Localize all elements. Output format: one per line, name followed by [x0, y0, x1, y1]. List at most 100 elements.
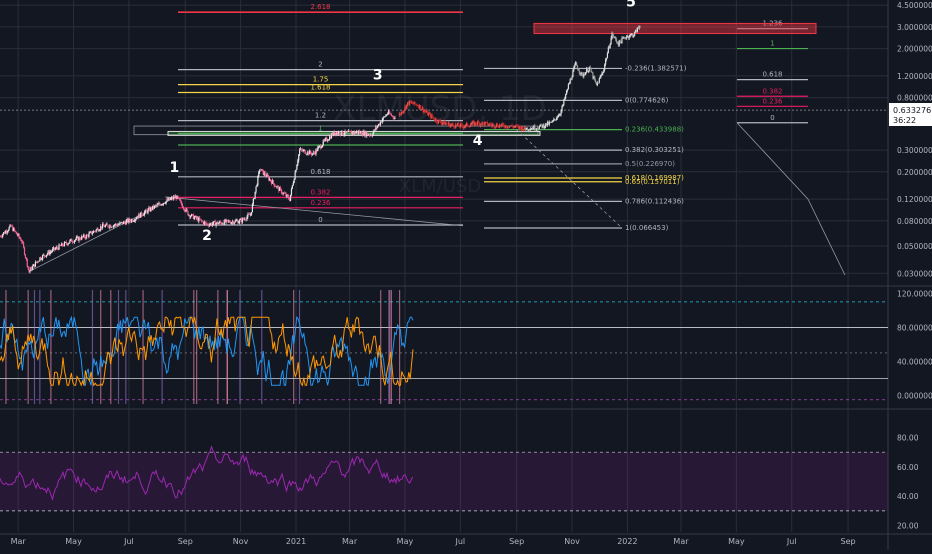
hist-candle-body-187	[169, 197, 171, 200]
hist-candle-body-72	[64, 242, 66, 243]
fib-right-label-1: 1	[770, 40, 774, 48]
proj-gray-candle-body-48	[567, 84, 569, 90]
hist-candle-body-346	[313, 152, 315, 154]
proj-gray-candle-body-84	[600, 75, 602, 77]
proj-candle-body-62	[455, 124, 457, 128]
hist-candle-body-270	[244, 218, 246, 220]
hist-candle-body-20	[17, 233, 19, 236]
hist-candle-body-9	[7, 230, 9, 232]
proj-candle-body-27	[423, 110, 425, 112]
hist-candle-body-268	[242, 218, 244, 220]
proj-gray-candle-body-112	[625, 36, 628, 39]
fib-mid-label-0: -0.236(1.382571)	[625, 64, 687, 72]
hist-candle-body-314	[284, 193, 286, 195]
hist-candle-body-212	[191, 214, 194, 215]
hist-candle-body-409	[370, 134, 372, 137]
proj-gray-candle-body-40	[560, 111, 562, 115]
proj-gray-candle-body-83	[599, 76, 601, 79]
hist-candle-body-93	[83, 234, 86, 238]
hist-candle-body-15	[13, 228, 15, 231]
proj-gray-candle-body-11	[534, 125, 536, 130]
price-series	[0, 25, 641, 274]
hist-candle-body-101	[91, 231, 93, 235]
hist-candle-body-336	[304, 150, 306, 154]
hist-candle-body-283	[256, 185, 258, 187]
hist-candle-body-18	[15, 231, 17, 234]
hist-candle-body-392	[355, 132, 357, 134]
hist-candle-body-402	[364, 131, 366, 136]
proj-gray-candle-body-3	[526, 127, 529, 130]
proj-gray-candle-body-19	[541, 125, 543, 128]
fib-right-label-3: 0.382	[762, 87, 782, 95]
proj-gray-candle-body-49	[568, 83, 570, 85]
proj-candle-body-79	[470, 124, 472, 126]
proj-gray-candle-body-13	[536, 128, 538, 130]
hist-candle-body-25	[22, 241, 24, 243]
proj-candle-body-125	[512, 126, 514, 128]
hist-candle-body-83	[74, 239, 76, 241]
price-tag: 0.633276 36:22	[889, 103, 932, 126]
fib-left-label-1: 2	[318, 61, 322, 69]
proj-candle-body-56	[449, 125, 451, 127]
hist-candle-body-48	[42, 254, 45, 256]
proj-candle-body-53	[447, 123, 449, 125]
hist-candle-body-183	[165, 200, 167, 204]
fib-mid-label-7: 0.786(0.112436)	[625, 197, 684, 205]
proj-gray-candle-body-122	[634, 29, 637, 32]
proj-candle-body-15	[412, 103, 414, 105]
hist-candle-body-308	[279, 187, 281, 191]
hist-candle-body-264	[239, 219, 241, 223]
proj-gray-candle-body-10	[533, 125, 535, 130]
hist-candle-body-104	[93, 231, 96, 232]
hist-candle-body-396	[358, 131, 361, 134]
trendline-dashed	[516, 129, 623, 229]
hist-candle-body-413	[374, 129, 376, 131]
hist-candle-body-319	[289, 198, 291, 201]
hist-candle-body-184	[166, 199, 168, 201]
hist-candle-body-339	[307, 151, 309, 154]
proj-candle-body-90	[480, 123, 482, 125]
proj-gray-candle-body-2	[526, 127, 528, 130]
hist-candle-body-27	[23, 247, 26, 255]
proj-gray-candle-body-41	[561, 106, 563, 112]
price-y-tick-9: 0.050000	[897, 242, 932, 251]
fib-mid-label-2: 0.236(0.433988)	[625, 126, 684, 134]
proj-gray-candle-body-119	[632, 34, 634, 37]
proj-gray-candle-body-9	[532, 128, 534, 130]
proj-gray-candle-body-26	[547, 121, 550, 125]
proj-candle-body-13	[410, 102, 412, 103]
proj-gray-candle-body-71	[588, 67, 590, 71]
hist-candle-body-195	[176, 195, 178, 199]
proj-gray-candle-body-66	[584, 74, 586, 76]
hist-candle-body-292	[264, 172, 266, 176]
hist-candle-body-387	[350, 131, 352, 135]
proj-gray-candle-body-96	[611, 33, 613, 39]
hist-candle-body-296	[268, 176, 270, 181]
hist-candle-body-35	[31, 267, 33, 270]
proj-candle-body-123	[510, 125, 512, 127]
hist-candle-body-398	[360, 131, 362, 135]
hist-candle-body-62	[55, 247, 57, 249]
hist-candle-body-263	[238, 222, 240, 224]
price-tag-value: 0.633276	[893, 106, 931, 115]
hist-candle-body-234	[211, 223, 214, 226]
proj-gray-candle-body-109	[623, 37, 625, 39]
hist-candle-body-11	[9, 224, 11, 228]
hist-candle-body-71	[63, 242, 66, 246]
hist-candle-body-168	[151, 205, 154, 210]
proj-gray-candle-body-54	[573, 67, 575, 71]
proj-gray-candle-body-98	[613, 36, 615, 38]
hist-candle-body-329	[298, 154, 300, 161]
proj-gray-candle-body-47	[566, 89, 569, 91]
proj-gray-candle-body-24	[546, 123, 548, 126]
hist-candle-body-242	[219, 221, 221, 223]
hist-candle-body-253	[229, 220, 231, 223]
hist-candle-body-115	[103, 225, 106, 228]
stoch-y-tick-3: 0.000000	[897, 391, 932, 400]
proj-candle-body-116	[504, 126, 506, 128]
hist-candle-body-317	[287, 194, 289, 197]
hist-candle-body-221	[200, 219, 202, 221]
hist-candle-body-117	[105, 223, 107, 226]
hist-candle-body-332	[300, 148, 303, 150]
